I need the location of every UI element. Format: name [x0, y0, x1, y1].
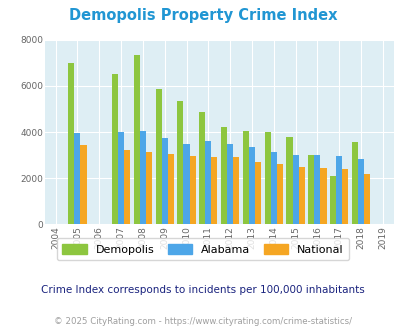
Bar [74, 133, 80, 224]
Bar [313, 155, 320, 224]
Bar [320, 168, 326, 224]
Bar [177, 101, 183, 224]
Bar [183, 144, 189, 224]
Bar [139, 131, 145, 224]
Bar [286, 137, 292, 224]
Bar [199, 112, 205, 224]
Bar [335, 156, 341, 224]
Bar [161, 138, 167, 224]
Bar [329, 176, 335, 224]
Bar [351, 143, 357, 224]
Bar [189, 156, 195, 224]
Text: Demopolis Property Crime Index: Demopolis Property Crime Index [68, 8, 337, 23]
Bar [145, 152, 151, 224]
Bar [357, 159, 363, 224]
Bar [226, 144, 232, 224]
Bar [264, 132, 270, 224]
Bar [270, 152, 276, 224]
Bar [292, 155, 298, 224]
Bar [363, 174, 369, 224]
Bar [298, 167, 304, 224]
Bar [242, 131, 248, 224]
Text: Crime Index corresponds to incidents per 100,000 inhabitants: Crime Index corresponds to incidents per… [41, 285, 364, 295]
Bar [118, 132, 124, 224]
Bar [112, 74, 118, 224]
Bar [124, 150, 130, 224]
Bar [254, 162, 260, 224]
Bar [155, 89, 161, 224]
Bar [341, 169, 347, 224]
Bar [211, 157, 217, 224]
Bar [68, 63, 74, 224]
Bar [133, 54, 139, 224]
Legend: Demopolis, Alabama, National: Demopolis, Alabama, National [57, 238, 348, 260]
Bar [232, 157, 239, 224]
Bar [80, 145, 86, 224]
Bar [205, 141, 211, 224]
Bar [220, 127, 226, 224]
Text: © 2025 CityRating.com - https://www.cityrating.com/crime-statistics/: © 2025 CityRating.com - https://www.city… [54, 317, 351, 326]
Bar [248, 147, 254, 224]
Bar [276, 164, 282, 224]
Bar [167, 154, 173, 224]
Bar [307, 155, 313, 224]
